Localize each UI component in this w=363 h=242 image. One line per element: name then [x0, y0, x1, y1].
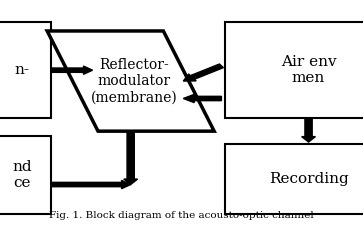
FancyArrow shape — [302, 118, 315, 142]
Bar — [225, 22, 363, 118]
FancyArrow shape — [51, 66, 93, 74]
Text: Air env
men: Air env men — [281, 55, 337, 85]
FancyArrow shape — [183, 64, 224, 81]
Bar — [225, 144, 363, 214]
Bar — [0, 136, 51, 214]
FancyArrow shape — [124, 131, 138, 184]
FancyArrow shape — [183, 94, 221, 103]
Text: n-: n- — [14, 63, 29, 77]
Bar — [0, 22, 51, 118]
Text: Fig. 1. Block diagram of the acousto-optic channel: Fig. 1. Block diagram of the acousto-opt… — [49, 212, 314, 220]
Text: nd
ce: nd ce — [12, 160, 32, 190]
Text: Recording: Recording — [269, 172, 348, 186]
FancyArrow shape — [51, 180, 131, 189]
Text: Reflector-
modulator
(membrane): Reflector- modulator (membrane) — [91, 58, 178, 104]
Polygon shape — [47, 31, 214, 131]
